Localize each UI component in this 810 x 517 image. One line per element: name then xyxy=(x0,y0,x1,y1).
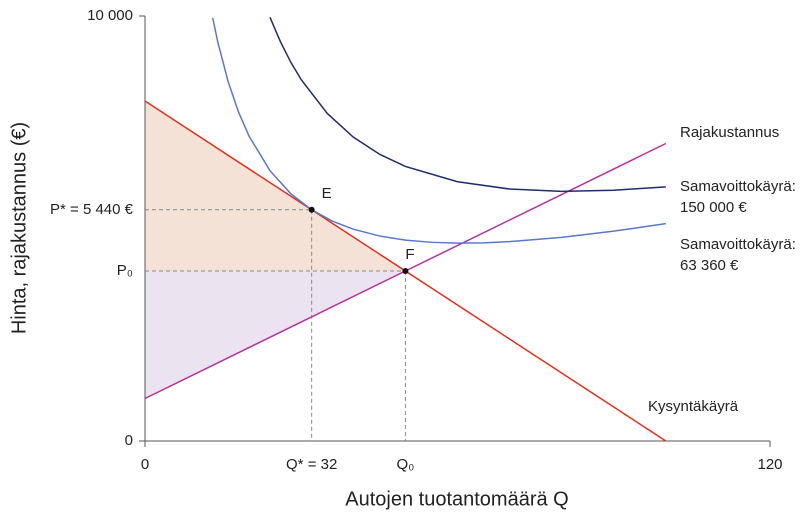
y-tick-label: 10 000 xyxy=(87,7,133,24)
x-tick-label: 120 xyxy=(757,456,782,473)
point xyxy=(402,268,409,274)
x-point-label: Q₀ xyxy=(396,456,414,473)
y-point-label: P₀ xyxy=(117,262,133,279)
x-tick-label: 0 xyxy=(141,456,149,473)
x-axis-label: Autojen tuotantomäärä Q xyxy=(345,488,568,510)
point-label: E xyxy=(322,185,332,202)
x-point-label: Q* = 32 xyxy=(286,456,337,473)
y-tick-label: 0 xyxy=(125,432,133,449)
y-point-label: P* = 5 440 € xyxy=(50,201,134,218)
series-label: Samavoittokäyrä: xyxy=(680,178,796,195)
series-label: Samavoittokäyrä: xyxy=(680,236,796,253)
point-label: F xyxy=(405,246,414,263)
series-sublabel: 63 360 € xyxy=(680,257,739,274)
series-label: Kysyntäkäyrä xyxy=(648,398,739,415)
series-label: Rajakustannus xyxy=(680,124,779,141)
series-sublabel: 150 000 € xyxy=(680,199,747,216)
curve xyxy=(211,17,666,244)
curve xyxy=(269,16,666,193)
y-axis-label: Hinta, rajakustannus (€) xyxy=(8,122,30,334)
point xyxy=(308,206,315,213)
